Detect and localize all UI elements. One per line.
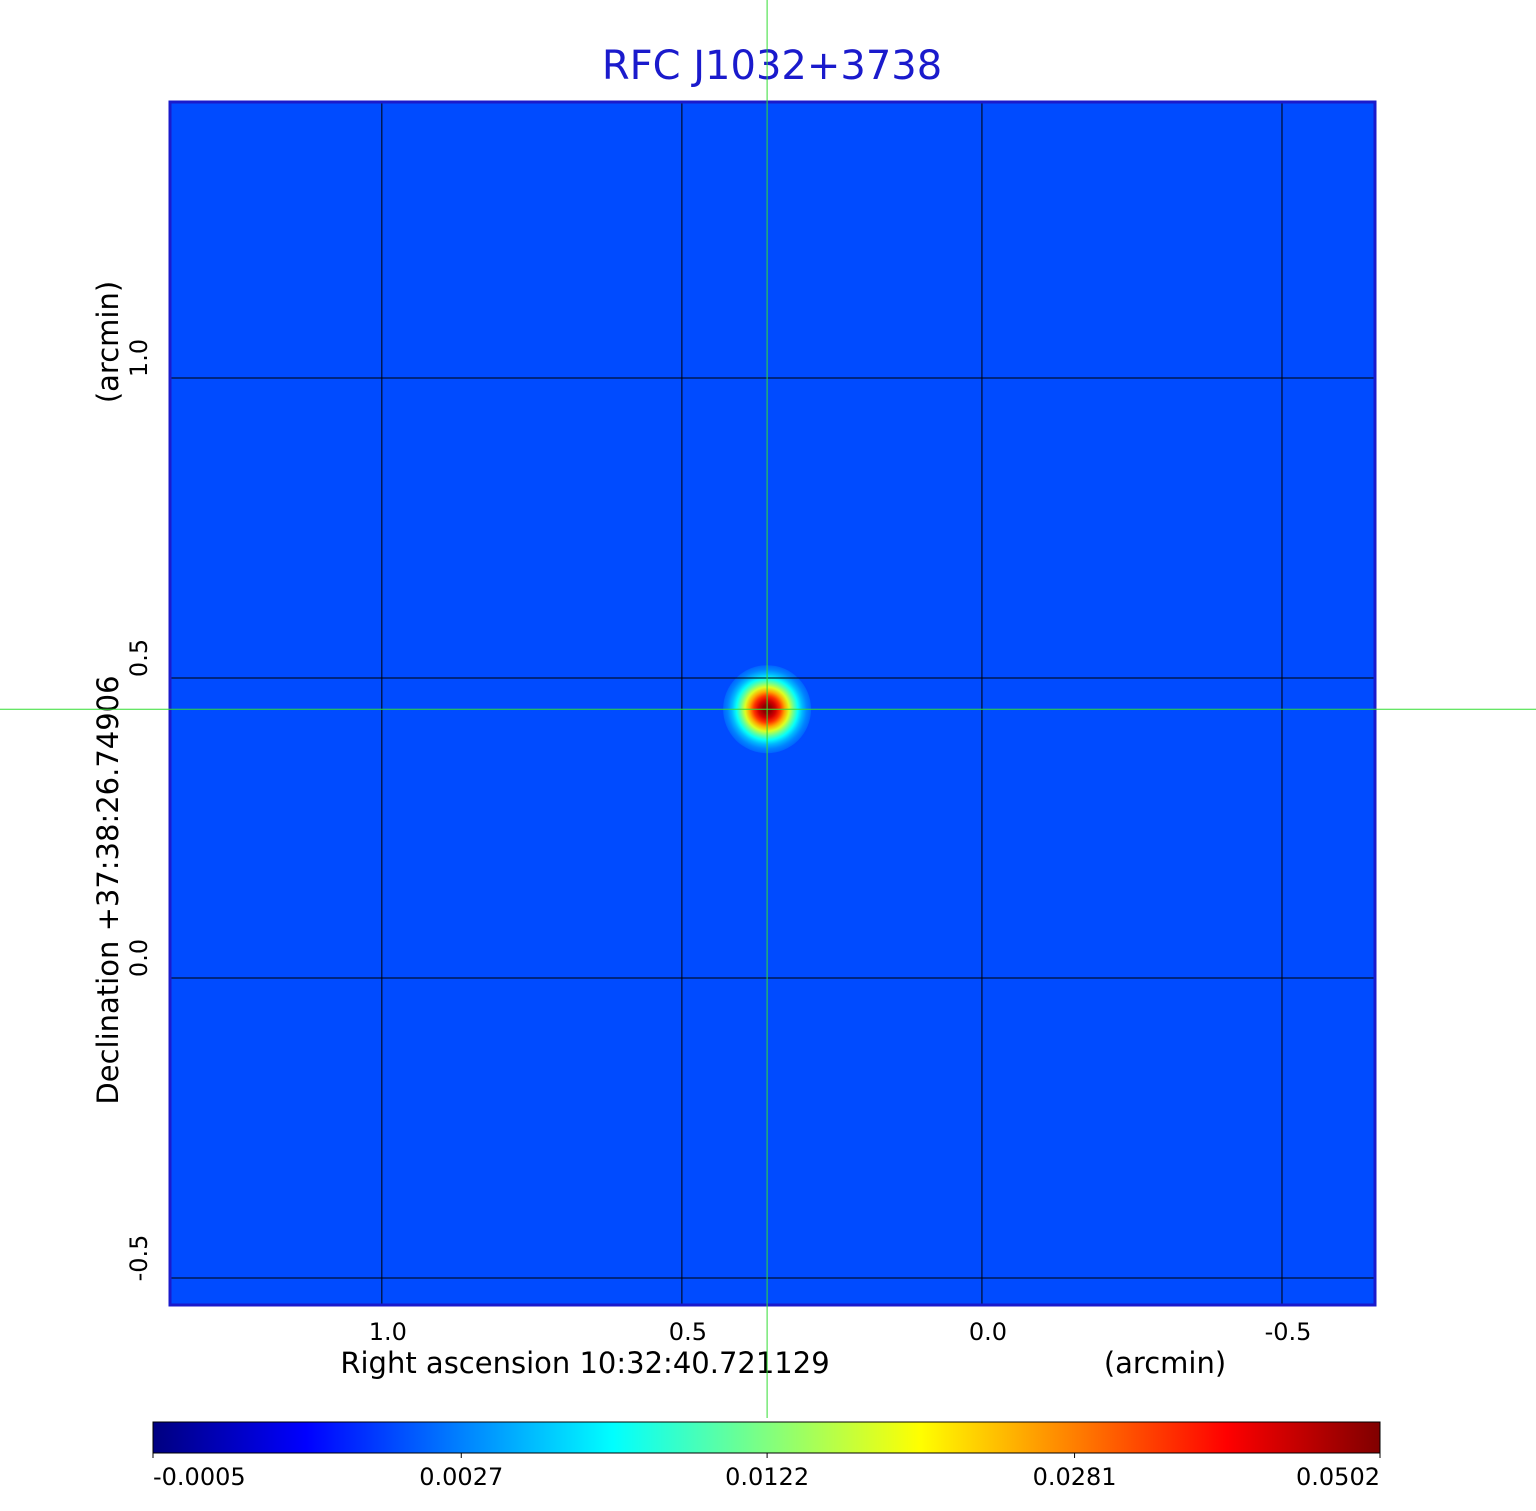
colorbar (152, 1421, 1381, 1454)
colorbar-tick-label: 0.0122 (725, 1463, 809, 1491)
colorbar-tick-label: 0.0502 (1296, 1463, 1380, 1491)
x-axis-unit: (arcmin) (1104, 1346, 1226, 1380)
x-tick-label: 0.5 (669, 1318, 707, 1346)
y-axis-label: Declination +37:38:26.74906 (91, 675, 125, 1104)
x-tick-label: 1.0 (369, 1318, 407, 1346)
chart-title: RFC J1032+3738 (602, 43, 942, 89)
x-tick-label: -0.5 (1265, 1318, 1312, 1346)
y-axis-unit: (arcmin) (91, 281, 125, 403)
colorbar-tick-label: 0.0027 (419, 1463, 503, 1491)
y-tick-label: 1.0 (125, 339, 153, 377)
y-tick-label: 0.0 (125, 939, 153, 977)
x-tick-label: 0.0 (969, 1318, 1007, 1346)
y-tick-label: -0.5 (125, 1235, 153, 1282)
y-tick-label: 0.5 (125, 639, 153, 677)
colorbar-tick-label: -0.0005 (153, 1463, 246, 1491)
colorbar-tick-label: 0.0281 (1033, 1463, 1117, 1491)
plot-frame (168, 100, 1377, 1307)
x-axis-label: Right ascension 10:32:40.721129 (340, 1346, 829, 1380)
